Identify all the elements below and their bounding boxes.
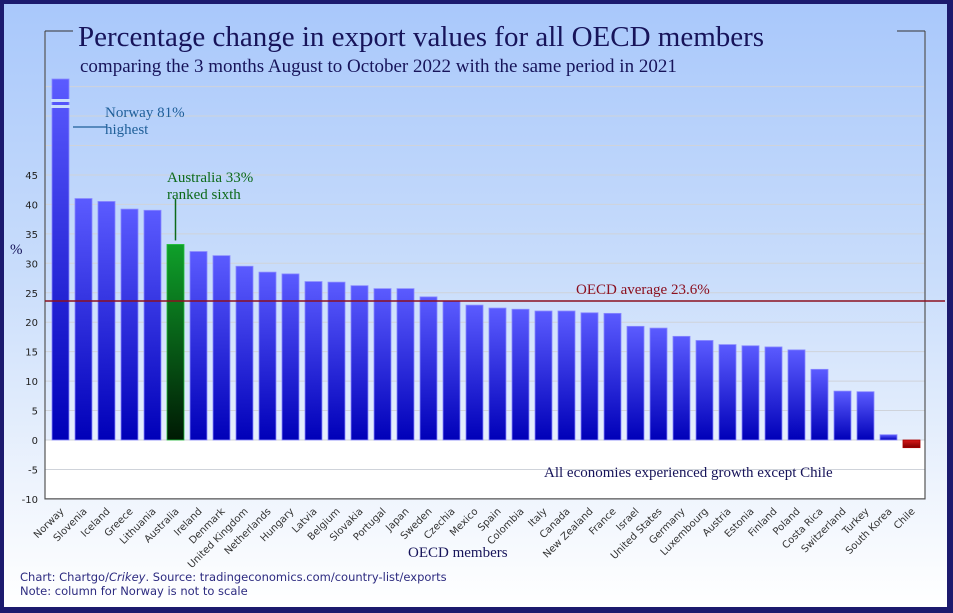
- bar-chart: 45 40 35 30 25 20 15 10 5 0 -5 -10 NorwaySloveniaIc…: [10, 21, 945, 598]
- bar-denmark: [212, 255, 231, 441]
- x-tick-label: Chile: [892, 506, 917, 531]
- bar-colombia: [511, 308, 530, 441]
- y-tick-label: 35: [25, 230, 38, 241]
- chile-annotation: All economies experienced growth except …: [544, 465, 833, 481]
- y-tick-label: 25: [25, 289, 38, 300]
- x-tick-labels: NorwaySloveniaIcelandGreeceLithuaniaAust…: [32, 506, 918, 571]
- bar-netherlands: [258, 271, 277, 441]
- bar-slovenia: [74, 198, 93, 441]
- bar-new-zealand: [580, 312, 599, 441]
- y-tick-label: 45: [25, 171, 38, 182]
- oecd-average-label: OECD average 23.6%: [576, 282, 710, 298]
- bar-estonia: [741, 345, 760, 441]
- bars: [50, 78, 921, 449]
- footer-credit: Chart: Chartgo/Crikey. Source: tradingec…: [20, 570, 447, 584]
- bar-spain: [488, 307, 507, 441]
- bar-finland: [764, 346, 783, 441]
- bar-switzerland: [833, 390, 852, 441]
- bar-chile: [902, 439, 921, 449]
- australia-annotation-sub: ranked sixth: [167, 187, 241, 203]
- bar-israel: [626, 325, 645, 441]
- y-tick-label: 20: [25, 318, 38, 329]
- annotations: OECD average 23.6% Norway 81%highest Austr…: [45, 105, 945, 481]
- bar-iceland: [97, 201, 116, 441]
- australia-annotation: Australia 33%: [167, 170, 253, 186]
- bar-austria: [718, 344, 737, 441]
- bar-turkey: [856, 391, 875, 441]
- bar-japan: [396, 288, 415, 441]
- scale-break-mark: [50, 105, 71, 108]
- bar-hungary: [281, 273, 300, 441]
- norway-annotation-sub: highest: [105, 122, 149, 138]
- y-tick-label: -10: [22, 495, 38, 506]
- bar-sweden: [419, 296, 438, 441]
- bar-germany: [672, 335, 691, 441]
- bar-mexico: [465, 304, 484, 441]
- y-tick-label: 5: [32, 407, 38, 418]
- bar-south-korea: [879, 434, 898, 441]
- bar-ireland: [189, 251, 208, 441]
- plot-border: [44, 31, 926, 500]
- y-tick-label: -5: [28, 465, 38, 476]
- bar-united-kingdom: [235, 265, 254, 441]
- bar-costa-rica: [810, 368, 829, 441]
- bar-slovakia: [350, 285, 369, 441]
- chart-title: Percentage change in export values for a…: [78, 21, 764, 53]
- y-tick-label: 0: [32, 436, 38, 447]
- y-tick-label: 40: [25, 200, 38, 211]
- bar-luxembourg: [695, 340, 714, 441]
- bar-poland: [787, 349, 806, 441]
- x-axis-label: OECD members: [408, 545, 508, 561]
- bar-lithuania: [143, 209, 162, 441]
- scale-break-mark: [50, 99, 71, 102]
- norway-annotation: Norway 81%: [105, 105, 185, 121]
- footer-note: Note: column for Norway is not to scale: [20, 584, 248, 598]
- bar-italy: [534, 310, 553, 441]
- bar-latvia: [304, 281, 323, 441]
- bar-belgium: [327, 281, 346, 441]
- bar-australia: [166, 244, 185, 441]
- bar-france: [603, 312, 622, 441]
- bar-canada: [557, 310, 576, 441]
- y-tick-label: 15: [25, 348, 38, 359]
- bar-portugal: [373, 288, 392, 441]
- y-tick-label: 30: [25, 259, 38, 270]
- chart-frame: 45 40 35 30 25 20 15 10 5 0 -5 -10 Norway Slovenia Ic…: [4, 4, 947, 607]
- y-tick-label: 10: [25, 377, 38, 388]
- y-ticks: 45 40 35 30 25 20 15 10 5 0 -5 -10: [22, 171, 38, 506]
- bar-norway: [51, 78, 70, 441]
- bar-united-states: [649, 327, 668, 441]
- chart-subtitle: comparing the 3 months August to October…: [80, 56, 677, 77]
- bar-czechia: [442, 300, 461, 441]
- bar-greece: [120, 208, 139, 441]
- y-axis-label: %: [10, 242, 23, 258]
